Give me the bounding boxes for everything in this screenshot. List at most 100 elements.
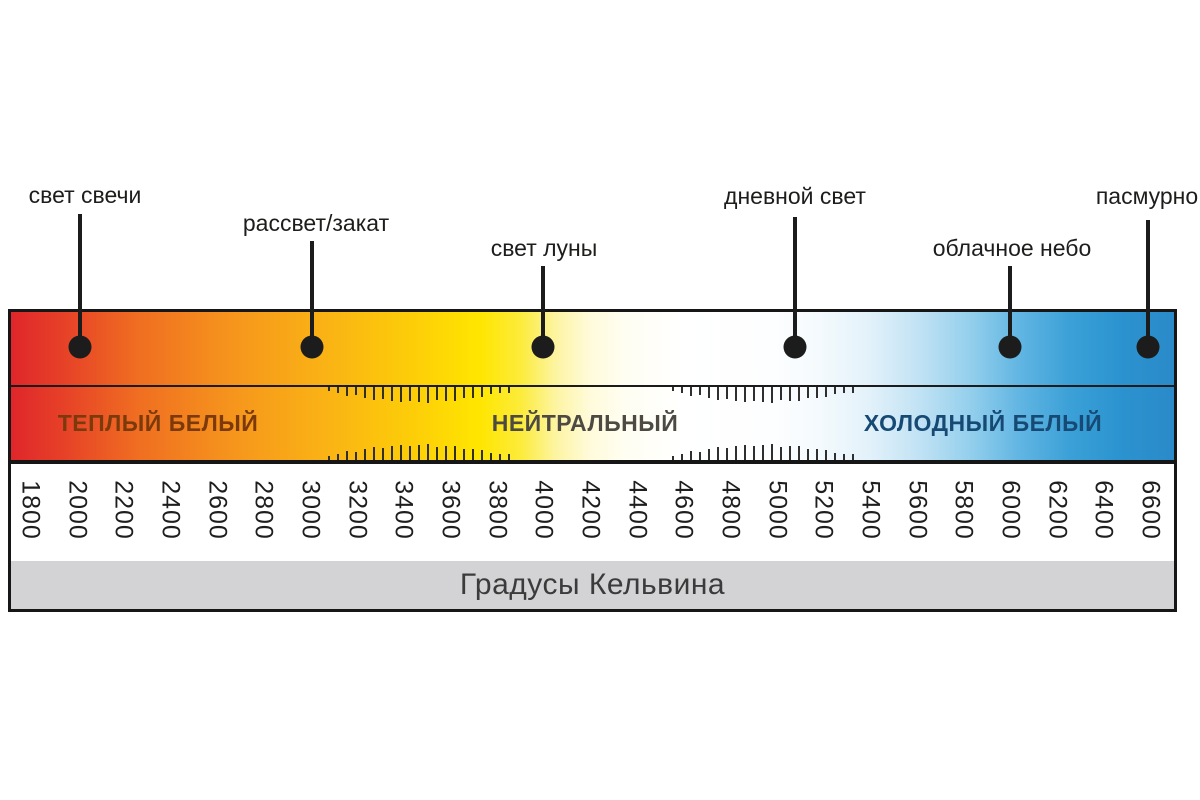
kelvin-tick-label: 4000 [529,480,558,540]
kelvin-tick-label: 1800 [16,480,45,540]
transition-tick [798,446,800,460]
zone-label: ТЕПЛЫЙ БЕЛЫЙ [57,410,259,436]
transition-tick [816,449,818,460]
transition-tick [708,449,710,460]
transition-tick [454,387,456,401]
kelvin-tick-label: 2600 [203,480,232,540]
callout-label: свет луны [490,235,598,261]
transition-tick [852,387,854,393]
kelvin-tick-label: 6600 [1136,480,1165,540]
transition-tick [789,446,791,460]
transition-tick [780,446,782,460]
kelvin-tick-label: 6400 [1089,480,1118,540]
transition-tick [436,446,438,460]
transition-tick [771,387,773,403]
transition-tick [328,456,330,460]
transition-tick [490,453,492,460]
transition-tick [762,387,764,402]
unit-band: Градусы Кельвина [11,561,1174,609]
callout-label: рассвет/закат [242,210,390,236]
transition-tick [681,453,683,460]
transition-tick [346,387,348,396]
unit-label: Градусы Кельвина [459,568,726,601]
transition-tick [825,387,827,398]
kelvin-tick-label: 3000 [296,480,325,540]
transition-tick [771,444,773,460]
transition-tick [672,456,674,460]
kelvin-tick-label: 5200 [809,480,838,540]
transition-tick [481,449,483,460]
transition-tick [753,446,755,460]
callout-label: свет свечи [28,182,142,208]
kelvin-tick-label: 2800 [249,480,278,540]
zone-label: ХОЛОДНЫЙ БЕЛЫЙ [863,410,1103,436]
transition-tick [418,445,420,460]
transition-tick [744,387,746,403]
kelvin-tick-label: 2000 [63,480,92,540]
transition-tick [409,387,411,401]
transition-tick [807,387,809,398]
transition-tick [816,387,818,398]
transition-tick [735,387,737,401]
transition-tick [382,448,384,460]
kelvin-tick-label: 2200 [109,480,138,540]
kelvin-tick-label: 5800 [949,480,978,540]
transition-tick [681,387,683,394]
transition-tick [690,451,692,460]
transition-tick [807,449,809,460]
transition-tick [427,444,429,460]
callout-label: облачное небо [932,235,1092,261]
scale-top-border [11,460,1174,464]
transition-tick [726,448,728,460]
transition-tick [508,387,510,393]
transition-tick [717,447,719,460]
kelvin-tick-label: 6200 [1043,480,1072,540]
transition-tick [472,387,474,398]
transition-tick [508,454,510,460]
transition-tick [717,387,719,400]
kelvin-tick-label: 3400 [389,480,418,540]
transition-tick [699,451,701,460]
transition-tick [834,453,836,460]
kelvin-tick-label: 3600 [436,480,465,540]
kelvin-gradient-band: ТЕПЛЫЙ БЕЛЫЙ НЕЙТРАЛЬНЫЙ ХОЛОДНЫЙ БЕЛЫЙ [11,312,1174,460]
kelvin-tick-label: 3200 [343,480,372,540]
transition-tick [762,445,764,460]
transition-tick [690,387,692,396]
transition-tick [337,453,339,460]
kelvin-tick-label: 4400 [623,480,652,540]
transition-tick [481,387,483,398]
transition-tick [445,446,447,460]
kelvin-tick-label: 5000 [763,480,792,540]
zone-label-layer: ТЕПЛЫЙ БЕЛЫЙ НЕЙТРАЛЬНЫЙ ХОЛОДНЫЙ БЕЛЫЙ [11,312,1174,460]
transition-tick [337,387,339,394]
transition-tick [418,387,420,402]
kelvin-tick-label: 3800 [483,480,512,540]
transition-tick [744,444,746,460]
transition-tick [789,387,791,401]
transition-tick [328,387,330,391]
transition-tick [798,387,800,401]
transition-tick [843,387,845,394]
transition-tick [753,387,755,401]
transition-tick [834,387,836,394]
transition-tick [391,446,393,460]
transition-tick [391,387,393,401]
transition-tick [672,387,674,391]
transition-tick [472,449,474,460]
transition-tick [463,449,465,460]
kelvin-tick-label: 4800 [716,480,745,540]
kelvin-tick-label: 4600 [669,480,698,540]
transition-tick [499,387,501,394]
transition-tick [726,387,728,399]
transition-tick [382,387,384,399]
transition-tick [445,387,447,401]
transition-tick [852,454,854,460]
transition-tick [780,387,782,401]
transition-tick [843,453,845,460]
transition-tick [400,387,402,403]
callout-label: дневной свет [724,183,866,209]
transition-tick [409,446,411,460]
transition-ticks-layer [11,312,1174,460]
transition-tick [355,451,357,460]
